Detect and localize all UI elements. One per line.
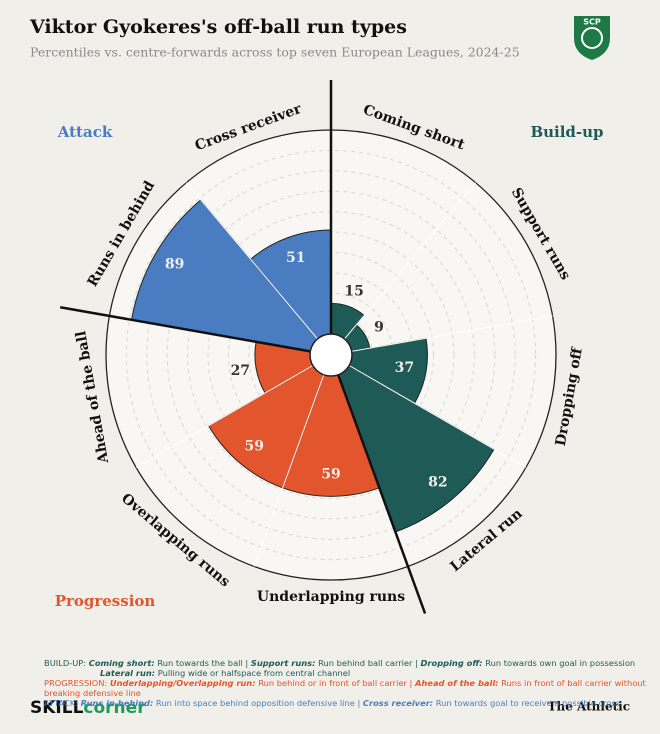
brand-b: corner [83, 698, 146, 718]
badge-ring [581, 27, 603, 49]
value-label: 37 [395, 360, 414, 376]
note: Run towards the ball | [157, 658, 249, 668]
slice-divider [330, 315, 553, 356]
slice-divider [330, 354, 527, 468]
value-label: 82 [428, 474, 447, 490]
badge-shield [574, 16, 610, 60]
value-label: 27 [231, 363, 250, 379]
value-label: 9 [374, 319, 384, 335]
note: ATTACK: [44, 698, 78, 708]
center-hole [309, 333, 353, 377]
chart-subtitle: Percentiles vs. centre-forwards across t… [30, 45, 520, 60]
note: Run towards goal to receive a possible c… [435, 698, 621, 708]
brand-a: SKILL [30, 698, 84, 718]
badge-text: SCP [583, 18, 601, 27]
slice-divider [330, 182, 477, 356]
category-label: Underlapping runs [257, 589, 405, 605]
note-term: Dropping off: [420, 658, 483, 668]
note-line: BUILD-UP: Coming short: Run towards the … [44, 658, 660, 668]
note: PROGRESSION: [44, 678, 108, 688]
chart-title: Viktor Gyokeres's off-ball run types [29, 16, 407, 38]
note-term: Runs in behind: [80, 698, 154, 708]
value-label: 51 [286, 250, 305, 266]
note-line: Lateral run: Pulling wide or halfspace f… [44, 668, 660, 678]
note-line: ATTACK: Runs in behind: Run into space b… [44, 698, 660, 708]
brand-left: SKILLcorner [30, 698, 146, 718]
value-label: 15 [344, 283, 363, 299]
note: Run behind ball carrier | [318, 658, 418, 668]
note-term: Ahead of the ball: [414, 678, 499, 688]
group-divider [329, 354, 427, 614]
note-term: Coming short: [88, 658, 155, 668]
category-label: Dropping off [553, 345, 586, 447]
note-line: PROGRESSION: Underlapping/Overlapping ru… [44, 678, 660, 698]
group-label: Build-up [530, 123, 603, 141]
note-term: Underlapping/Overlapping run: [109, 678, 256, 688]
group-label: Attack [57, 123, 113, 141]
brand-right: The Athletic [548, 700, 630, 714]
notes: BUILD-UP: Coming short: Run towards the … [44, 658, 660, 708]
note: Run towards own goal in possession [485, 658, 636, 668]
group-label: Progression [55, 592, 156, 610]
note-term: Cross receiver: [362, 698, 434, 708]
slice-divider [135, 354, 332, 468]
value-label: 59 [321, 466, 340, 482]
slice-divider [253, 354, 332, 567]
value-label: 59 [245, 438, 264, 454]
value-label: 89 [165, 257, 184, 273]
note: Pulling wide or halfspace from central c… [157, 668, 351, 678]
note: Run into space behind opposition defensi… [155, 698, 361, 708]
note-term: Support runs: [250, 658, 316, 668]
note-term: Lateral run: [100, 668, 156, 678]
note: Run behind or in front of ball carrier | [258, 678, 413, 688]
group-divider [59, 306, 332, 357]
note: BUILD-UP: [44, 658, 87, 668]
badge: SCP [574, 16, 610, 60]
note: Runs in front of ball carrier without br… [44, 678, 646, 698]
slice-divider [185, 182, 332, 356]
